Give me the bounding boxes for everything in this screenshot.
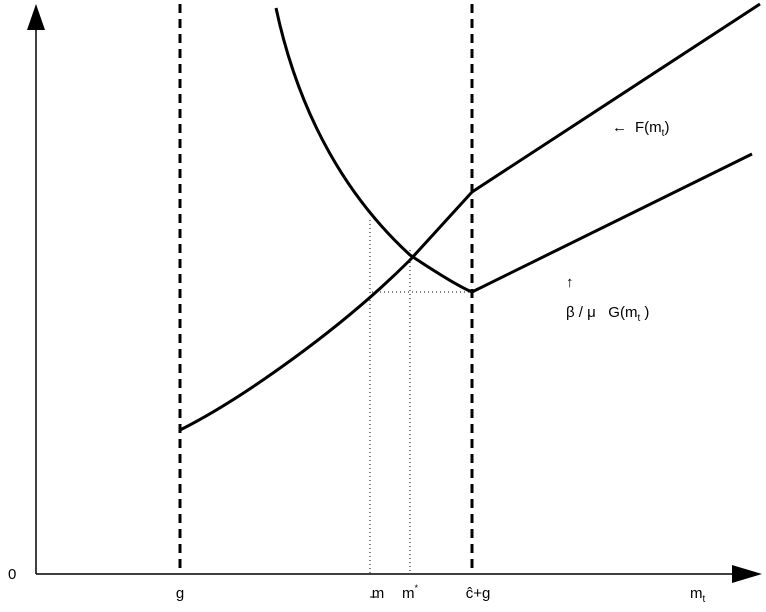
tick-label-c-hat-plus-g: ĉ+g	[466, 585, 491, 602]
tick-label-m-star: m*	[402, 583, 419, 602]
g-curve-label: β / μ G(mt )	[566, 304, 649, 324]
x-axis-arrowhead	[732, 565, 762, 583]
x-axis-label: mt	[690, 585, 706, 605]
y-axis-arrowhead	[27, 4, 45, 30]
f-curve-label: ← F(mt)	[612, 119, 669, 139]
tick-label-m-lower: m	[370, 585, 384, 602]
f-curve	[179, 2, 761, 432]
origin-label: 0	[8, 566, 16, 583]
tick-label-m-star-text: m*	[402, 583, 419, 602]
g-curve	[274, 7, 753, 294]
tick-label-g: g	[176, 585, 184, 602]
g-curve-arrow: ↑	[566, 274, 574, 291]
tick-label-m-lower-text: m	[372, 585, 385, 602]
